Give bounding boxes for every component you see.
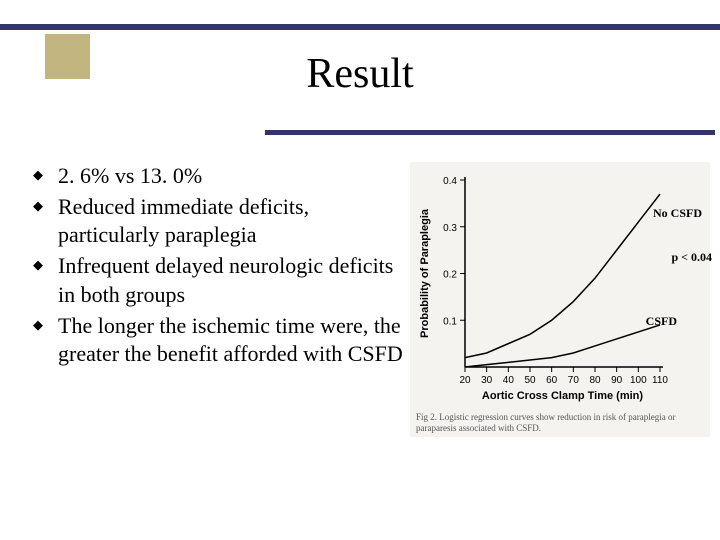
svg-text:0.4: 0.4	[443, 176, 457, 187]
svg-text:70: 70	[568, 375, 580, 386]
bullet-text: Reduced immediate deficits, particularly…	[58, 194, 309, 247]
svg-text:30: 30	[481, 375, 493, 386]
svg-text:50: 50	[524, 375, 536, 386]
chart-figure: 0.1 0.2 0.3 0.4 20 30 40 50 60 70 80 90 100 110 Aortic…	[410, 162, 710, 437]
svg-text:0.2: 0.2	[443, 270, 457, 281]
svg-text:Aortic Cross Clamp Time (min): Aortic Cross Clamp Time (min)	[482, 390, 643, 402]
top-border	[0, 24, 720, 30]
svg-text:0.3: 0.3	[443, 223, 457, 234]
bullet-list: 2. 6% vs 13. 0% Reduced immediate defici…	[30, 162, 405, 437]
list-item: The longer the ischemic time were, the g…	[30, 312, 405, 368]
svg-text:110: 110	[652, 375, 668, 386]
svg-text:100: 100	[630, 375, 647, 386]
p-value-label: p < 0.04	[671, 250, 712, 265]
bullet-text: 2. 6% vs 13. 0%	[58, 163, 202, 188]
series-label-csfd: CSFD	[646, 314, 677, 329]
bullet-text: The longer the ischemic time were, the g…	[58, 313, 403, 366]
svg-text:Probability of Paraplegia: Probability of Paraplegia	[419, 208, 431, 338]
list-item: Reduced immediate deficits, particularly…	[30, 193, 405, 249]
list-item: Infrequent delayed neurologic deficits i…	[30, 252, 405, 308]
content-area: 2. 6% vs 13. 0% Reduced immediate defici…	[30, 162, 710, 437]
list-item: 2. 6% vs 13. 0%	[30, 162, 405, 190]
bullet-text: Infrequent delayed neurologic deficits i…	[58, 253, 393, 306]
svg-text:90: 90	[611, 375, 623, 386]
title-divider	[265, 130, 715, 135]
slide-title: Result	[0, 50, 720, 98]
svg-text:40: 40	[503, 375, 515, 386]
chart-caption: Fig 2. Logistic regression curves show r…	[416, 412, 704, 433]
chart-svg: 0.1 0.2 0.3 0.4 20 30 40 50 60 70 80 90 100 110 Aortic…	[410, 162, 710, 437]
svg-text:20: 20	[459, 375, 471, 386]
svg-text:80: 80	[589, 375, 601, 386]
svg-text:60: 60	[546, 375, 558, 386]
svg-text:0.1: 0.1	[443, 316, 457, 327]
series-label-no-csfd: No CSFD	[653, 206, 702, 221]
